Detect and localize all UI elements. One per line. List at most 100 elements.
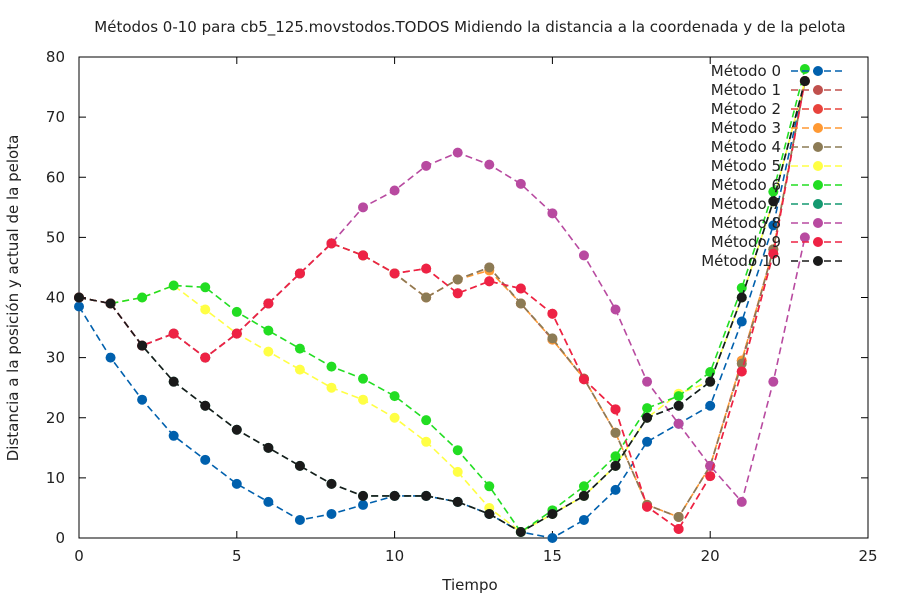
- legend-label: Método 7: [711, 195, 781, 213]
- data-point: [452, 288, 463, 299]
- series-line: [78, 80, 806, 533]
- series-9: [74, 76, 810, 534]
- legend-marker: [813, 85, 823, 95]
- data-point: [578, 374, 589, 385]
- series-line: [78, 68, 806, 534]
- legend-marker: [813, 123, 823, 133]
- legend-marker: [813, 218, 823, 228]
- data-point: [484, 262, 495, 273]
- y-tick-label: 0: [55, 529, 65, 547]
- data-point: [294, 268, 305, 279]
- data-point: [768, 220, 779, 231]
- data-point: [326, 382, 337, 393]
- series-4: [74, 76, 810, 522]
- axis-ticks: 0 5 10 15 20 25 0 10 20 30 40 50 60 70 80: [46, 48, 878, 565]
- y-tick-label: 40: [46, 289, 65, 307]
- x-axis-label: Tiempo: [441, 576, 497, 594]
- data-point: [673, 418, 684, 429]
- data-point: [705, 471, 716, 482]
- data-point: [515, 178, 526, 189]
- y-tick-label: 20: [46, 409, 65, 427]
- series-group: [74, 64, 810, 543]
- data-point: [168, 328, 179, 339]
- data-point: [642, 501, 653, 512]
- legend-marker: [813, 199, 823, 209]
- data-point: [452, 466, 463, 477]
- data-point: [137, 340, 148, 351]
- series-line: [78, 80, 806, 533]
- data-point: [358, 373, 369, 384]
- data-point: [231, 424, 242, 435]
- data-point: [736, 292, 747, 303]
- data-point: [547, 308, 558, 319]
- series-line: [78, 151, 806, 504]
- legend-marker: [813, 142, 823, 152]
- data-point: [610, 427, 621, 438]
- data-point: [137, 394, 148, 405]
- data-point: [231, 306, 242, 317]
- data-point: [547, 508, 558, 519]
- series-line: [78, 80, 806, 531]
- data-point: [452, 496, 463, 507]
- series-line: [78, 80, 806, 518]
- series-7: [74, 76, 810, 537]
- data-point: [421, 436, 432, 447]
- data-point: [389, 185, 400, 196]
- data-point: [263, 496, 274, 507]
- legend-label: Método 8: [711, 214, 781, 232]
- data-point: [200, 400, 211, 411]
- data-point: [642, 376, 653, 387]
- data-point: [389, 412, 400, 423]
- data-point: [294, 460, 305, 471]
- data-point: [799, 64, 810, 75]
- legend-marker: [813, 180, 823, 190]
- series-line: [78, 80, 806, 518]
- data-point: [484, 508, 495, 519]
- data-point: [389, 391, 400, 402]
- data-point: [547, 208, 558, 219]
- data-point: [515, 526, 526, 537]
- y-tick-label: 10: [46, 469, 65, 487]
- data-point: [673, 391, 684, 402]
- data-point: [799, 232, 810, 243]
- data-point: [421, 490, 432, 501]
- data-point: [358, 394, 369, 405]
- data-point: [610, 460, 621, 471]
- legend-label: Método 0: [711, 62, 781, 80]
- data-point: [673, 511, 684, 522]
- y-axis-label: Distancia a la posición y actual de la p…: [4, 135, 22, 462]
- data-point: [263, 346, 274, 357]
- x-tick-label: 20: [701, 547, 720, 565]
- data-point: [105, 352, 116, 363]
- data-point: [294, 343, 305, 354]
- data-point: [515, 283, 526, 294]
- data-point: [421, 263, 432, 274]
- data-point: [137, 292, 148, 303]
- data-point: [578, 481, 589, 492]
- data-point: [358, 250, 369, 261]
- data-point: [74, 301, 84, 312]
- series-6: [74, 64, 810, 537]
- data-point: [326, 478, 337, 489]
- data-point: [610, 404, 621, 415]
- data-point: [200, 282, 211, 293]
- data-point: [642, 436, 653, 447]
- data-point: [231, 328, 242, 339]
- legend-marker: [813, 237, 823, 247]
- data-point: [452, 274, 463, 285]
- data-point: [578, 514, 589, 525]
- series-line: [78, 80, 806, 533]
- data-point: [263, 325, 274, 336]
- data-point: [326, 238, 337, 249]
- data-point: [736, 366, 747, 377]
- data-point: [200, 454, 211, 465]
- y-tick-label: 70: [46, 108, 65, 126]
- data-point: [389, 490, 400, 501]
- series-line: [78, 80, 806, 518]
- data-point: [484, 276, 495, 287]
- legend-label: Método 6: [711, 176, 781, 194]
- data-point: [105, 298, 116, 309]
- data-point: [673, 523, 684, 534]
- y-tick-label: 30: [46, 349, 65, 367]
- data-point: [263, 298, 274, 309]
